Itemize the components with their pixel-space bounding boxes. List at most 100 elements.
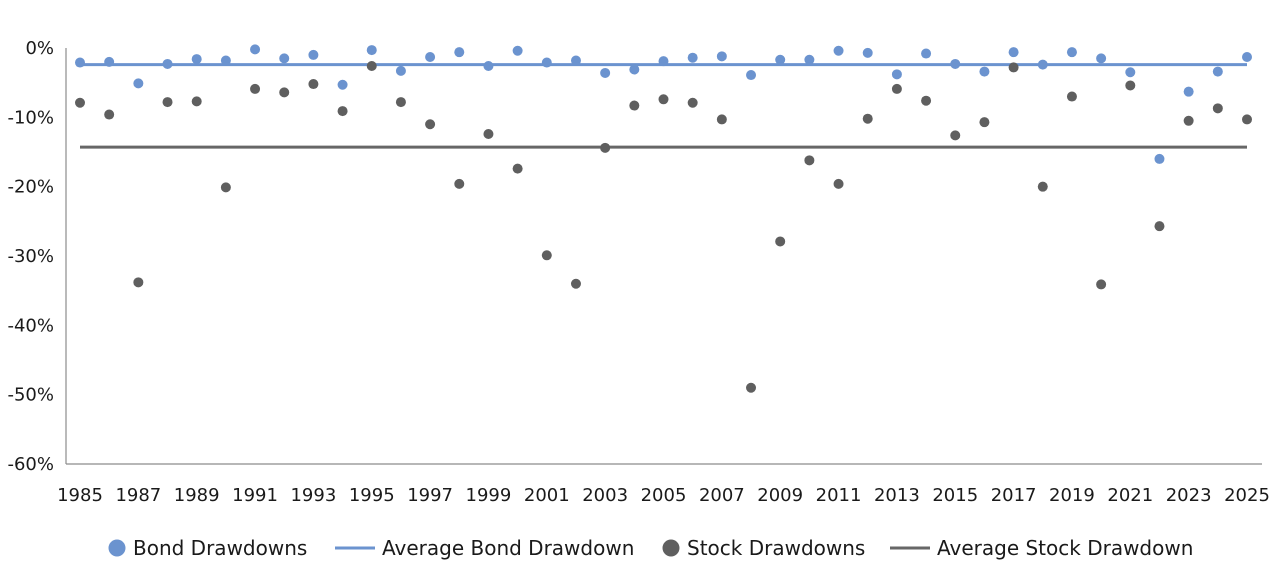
stock-drawdown-point	[1008, 62, 1019, 73]
x-tick-label: 1985	[57, 485, 103, 506]
bond-drawdown-point	[1096, 53, 1107, 64]
stock-drawdown-point	[687, 97, 698, 108]
x-tick-label: 2025	[1224, 485, 1270, 506]
x-axis-tick-labels: 1985 1987 1989 1991 1993 1995 1997 1999 2001 2003…	[57, 485, 1270, 506]
bond-drawdown-point	[75, 57, 85, 68]
stock-drawdown-point	[1037, 181, 1048, 192]
bond-drawdown-point	[891, 69, 902, 80]
y-tick-label: -20%	[7, 177, 54, 198]
stock-drawdown-point	[921, 95, 932, 106]
stock-drawdown-point	[775, 236, 786, 247]
bond-drawdown-point	[133, 78, 144, 89]
stock-drawdown-point	[250, 83, 261, 94]
stock-drawdown-point	[483, 128, 494, 139]
stock-drawdown-point	[804, 155, 815, 166]
bond-drawdown-point	[308, 49, 319, 60]
bond-drawdown-point	[1037, 59, 1048, 70]
y-tick-label: -50%	[7, 385, 54, 406]
stock-drawdown-point	[1125, 80, 1136, 91]
legend-label-stock-drawdowns: Stock Drawdowns	[687, 536, 865, 560]
x-tick-label: 2019	[1049, 485, 1095, 506]
stock-drawdown-point	[950, 130, 961, 141]
stock-drawdown-point	[1212, 103, 1223, 114]
stock-drawdown-point	[337, 106, 348, 117]
bond-drawdown-point	[395, 65, 406, 76]
x-tick-label: 2013	[874, 485, 920, 506]
x-tick-label: 2001	[524, 485, 570, 506]
bond-drawdown-point	[862, 47, 873, 58]
bond-drawdown-point	[279, 53, 290, 64]
bond-drawdown-point	[716, 51, 727, 62]
bond-drawdown-point	[250, 44, 261, 55]
data-points	[75, 44, 1252, 393]
x-tick-label: 1989	[174, 485, 220, 506]
bond-drawdown-point	[1008, 47, 1019, 58]
stock-drawdown-point	[629, 100, 640, 111]
stock-drawdown-point	[133, 277, 144, 288]
bond-drawdown-point	[366, 45, 377, 56]
x-tick-label: 1999	[466, 485, 512, 506]
x-tick-label: 1997	[407, 485, 453, 506]
x-tick-label: 1995	[349, 485, 395, 506]
stock-drawdown-point	[366, 61, 377, 72]
legend-label-average-bond-drawdown: Average Bond Drawdown	[382, 536, 634, 560]
bond-drawdown-point	[979, 66, 990, 77]
x-tick-label: 2009	[757, 485, 803, 506]
x-tick-label: 1987	[115, 485, 161, 506]
legend: Bond Drawdowns Average Bond Drawdown Stock…	[108, 536, 1193, 560]
bond-drawdown-point	[746, 70, 757, 81]
stock-drawdown-point	[104, 109, 115, 120]
stock-drawdown-point	[1066, 91, 1077, 102]
stock-drawdown-point	[1154, 221, 1165, 232]
y-tick-label: -10%	[7, 107, 54, 128]
x-tick-label: 2017	[991, 485, 1037, 506]
bond-drawdown-point	[1154, 153, 1165, 164]
bond-drawdown-point	[658, 56, 669, 67]
stock-drawdown-point	[541, 250, 552, 261]
bond-drawdown-point	[220, 55, 231, 66]
bond-drawdown-point	[162, 58, 173, 69]
x-tick-label: 1991	[232, 485, 278, 506]
stock-drawdown-point	[862, 113, 873, 124]
stock-drawdown-point	[75, 97, 85, 108]
bond-drawdown-point	[425, 52, 436, 63]
stock-drawdown-point	[600, 142, 611, 153]
bond-drawdown-point	[541, 57, 552, 68]
stock-drawdown-point	[746, 382, 757, 393]
stock-drawdown-point	[716, 114, 727, 125]
y-tick-label: -40%	[7, 315, 54, 336]
bond-drawdown-point	[600, 67, 611, 78]
stock-drawdown-point	[454, 178, 465, 189]
x-tick-label: 1993	[290, 485, 336, 506]
y-tick-label: -60%	[7, 454, 54, 475]
bond-drawdown-point	[950, 58, 961, 69]
stock-drawdown-point	[279, 87, 290, 98]
legend-label-bond-drawdowns: Bond Drawdowns	[133, 536, 307, 560]
x-tick-label: 2007	[699, 485, 745, 506]
stock-drawdown-point	[1096, 279, 1107, 290]
x-tick-label: 2023	[1166, 485, 1212, 506]
bond-drawdown-point	[1066, 47, 1077, 58]
average-lines	[80, 63, 1247, 149]
bond-drawdown-point	[191, 54, 202, 65]
bond-drawdown-point	[1125, 67, 1136, 78]
bond-drawdown-point	[1242, 52, 1252, 63]
stock-drawdown-point	[833, 178, 844, 189]
x-tick-label: 2011	[816, 485, 862, 506]
stock-drawdown-point	[425, 119, 436, 130]
stock-drawdown-point	[979, 117, 990, 128]
stock-drawdown-point	[191, 96, 202, 107]
bond-drawdown-point	[337, 79, 348, 90]
stock-drawdown-point	[1183, 115, 1194, 126]
stock-drawdown-point	[658, 94, 669, 105]
bond-drawdown-point	[687, 52, 698, 63]
bond-drawdown-point	[804, 54, 815, 65]
x-tick-label: 2005	[641, 485, 687, 506]
bond-drawdown-point	[921, 48, 932, 59]
stock-drawdown-point	[570, 278, 581, 289]
y-tick-label: 0%	[25, 38, 54, 59]
x-tick-label: 2003	[582, 485, 628, 506]
stock-drawdown-point	[162, 97, 173, 108]
bond-drawdown-point	[629, 64, 640, 75]
